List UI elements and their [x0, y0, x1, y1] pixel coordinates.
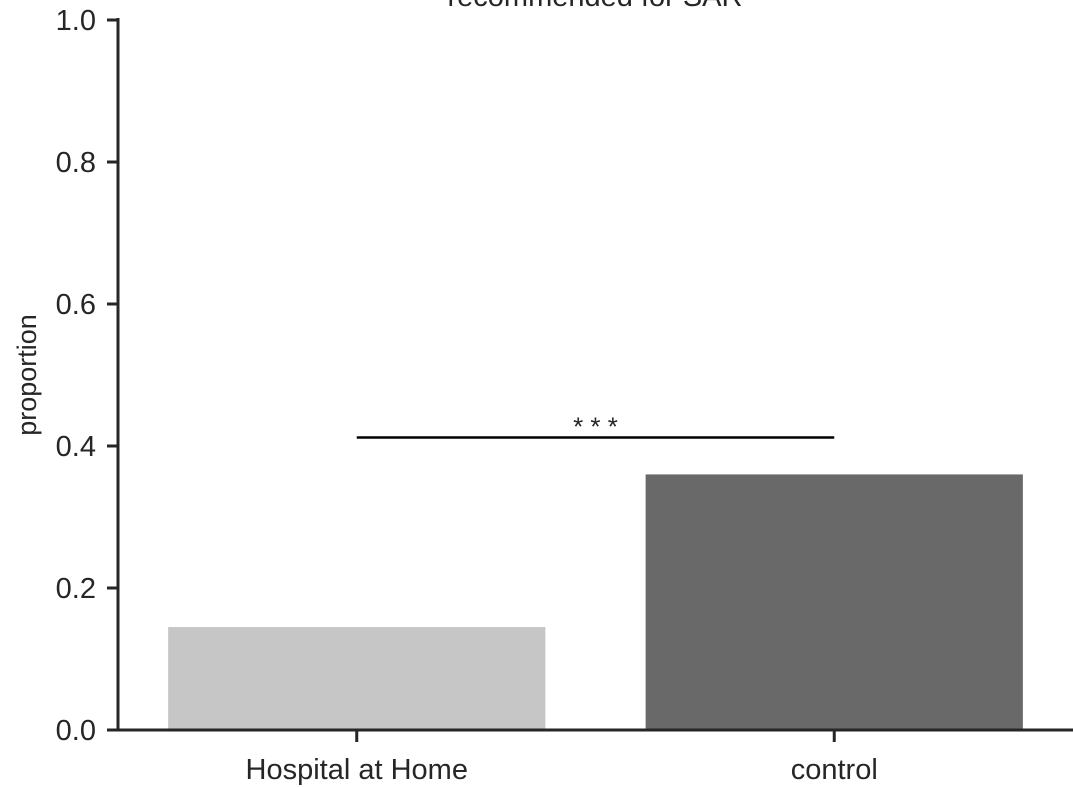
x-tick-label: Hospital at Home: [246, 754, 468, 786]
x-axis-ticks: Hospital at Home control: [246, 730, 878, 786]
y-tick-label: 0.2: [56, 573, 96, 605]
significance-label: * * *: [573, 411, 618, 441]
y-tick-label: 0.6: [56, 289, 96, 321]
bar-control: [645, 474, 1023, 730]
y-tick-label: 0.4: [56, 431, 96, 463]
y-tick-label: 0.0: [56, 715, 96, 747]
x-tick-label: control: [791, 754, 878, 786]
y-tick-label: 1.0: [56, 5, 96, 37]
y-axis-ticks: 0.0 0.2 0.4 0.6 0.8 1.0: [56, 5, 118, 747]
bar-hospital-at-home: [168, 627, 546, 730]
y-tick-label: 0.8: [56, 147, 96, 179]
y-axis-title: proportion: [12, 314, 42, 436]
chart-title: recommended for SAR: [448, 0, 743, 13]
bars: [168, 474, 1023, 730]
significance-annotation: * * *: [356, 411, 835, 441]
